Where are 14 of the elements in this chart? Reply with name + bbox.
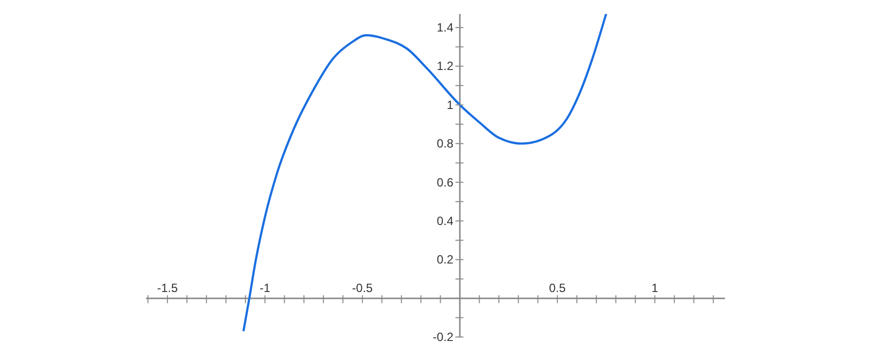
x-tick-label: -1 <box>260 281 271 296</box>
y-tick-label: 0.8 <box>436 136 454 151</box>
y-tick-label: 0.2 <box>436 252 454 267</box>
y-tick-label: 0.4 <box>436 214 454 228</box>
y-tick-label: 1.2 <box>436 59 454 74</box>
y-tick-label: -0.2 <box>432 330 454 344</box>
x-tick-label: -1.5 <box>157 281 178 296</box>
y-tick-label: 0.6 <box>436 175 454 190</box>
line-series <box>242 14 608 332</box>
x-tick-label: 0.5 <box>549 281 566 296</box>
x-tick-label: 1 <box>651 281 658 296</box>
x-tick-label: -0.5 <box>352 281 374 296</box>
y-tick-label: 1 <box>446 98 454 112</box>
y-tick-label: 1.4 <box>436 20 454 35</box>
